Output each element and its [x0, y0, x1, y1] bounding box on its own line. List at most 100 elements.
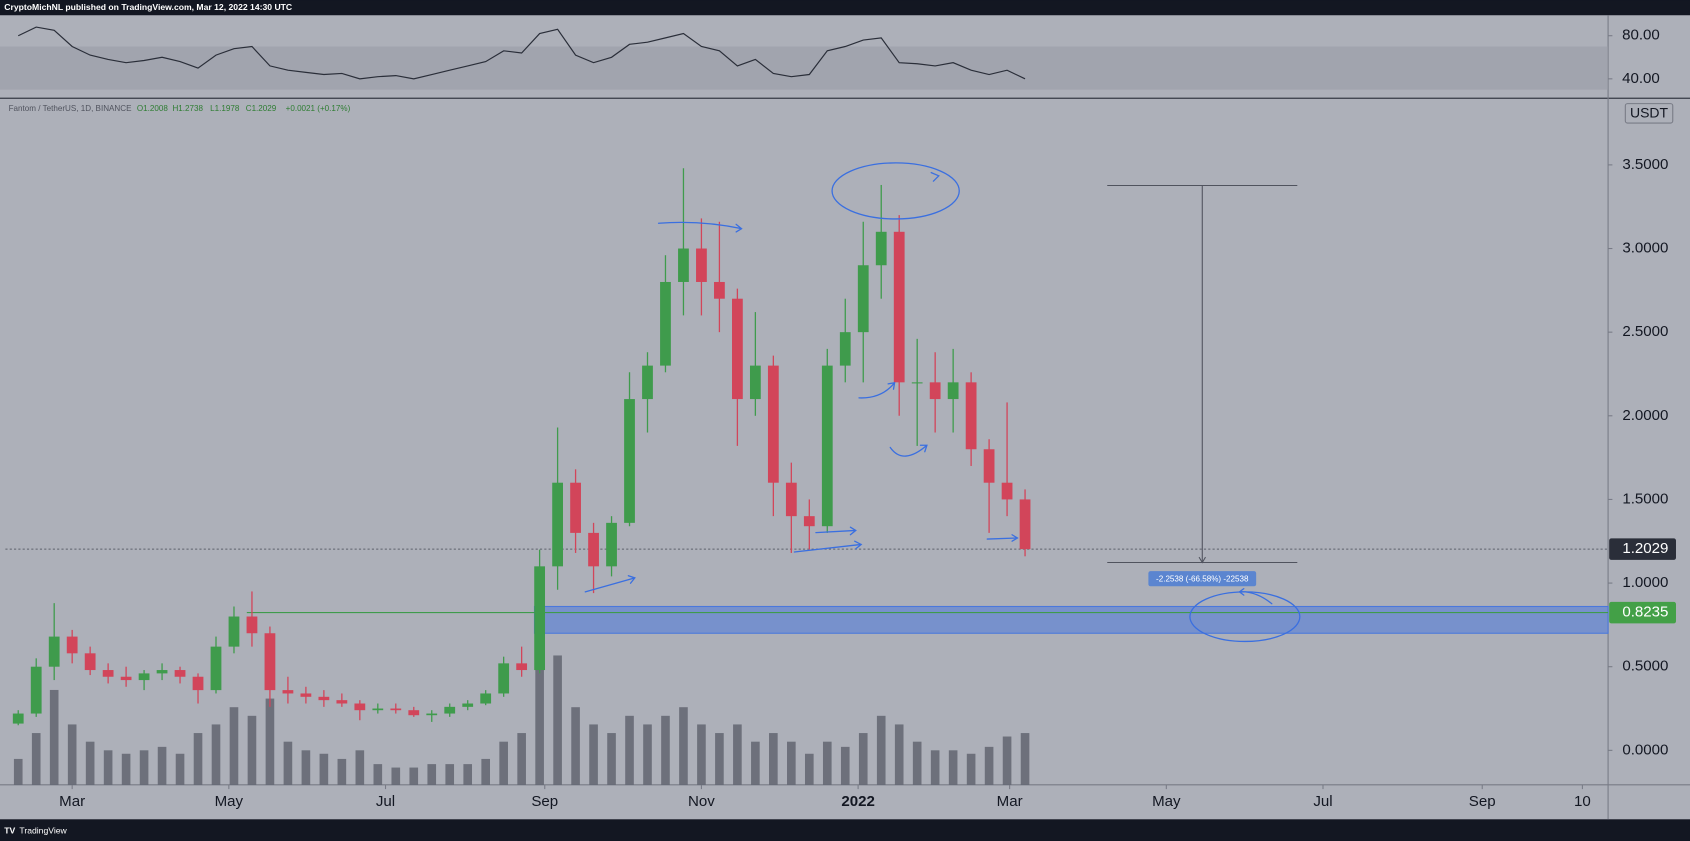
volume-bar [948, 750, 958, 785]
volume-bar [984, 746, 994, 785]
plot-layer: -2.2538 (-66.58%) -22538 1.2029 0.8235 [12, 26, 1676, 726]
candle-body [552, 482, 563, 567]
volume-bar [265, 698, 275, 785]
ohlc-change: +0.0021 (+0.17%) [286, 104, 351, 113]
volume-bar [49, 689, 59, 785]
candle-body [300, 693, 312, 697]
last-price-label: 1.2029 [1622, 540, 1668, 557]
volume-bar [553, 655, 562, 785]
drawing-circle [831, 162, 960, 220]
y-tick-label: 1.5000 [1622, 490, 1668, 507]
volume-bar [103, 750, 113, 785]
candle-body [857, 265, 869, 333]
ohlc-close: C1.2029 [246, 104, 277, 113]
candle-body [749, 365, 761, 400]
volume-bar [840, 746, 850, 785]
candle-body [480, 693, 492, 704]
x-tick-label: Mar [59, 793, 85, 810]
volume-bar [211, 724, 221, 785]
candle-body [498, 663, 510, 694]
volume-bar [715, 733, 724, 785]
support-zone [533, 605, 1609, 634]
candle-body [875, 231, 887, 266]
volume-bar [607, 733, 616, 785]
volume-bar [912, 741, 922, 785]
volume-bar [535, 612, 544, 785]
candle-body [192, 676, 204, 691]
candle-body [821, 365, 833, 527]
candle-body [803, 516, 815, 527]
volume-bar [966, 753, 976, 785]
candle-body [426, 713, 438, 716]
candle-body [30, 666, 42, 714]
candle-body [965, 382, 977, 450]
symbol-title: Fantom / TetherUS, 1D, BINANCE [9, 104, 132, 113]
measure-arrowhead [1198, 556, 1206, 564]
candle-body [714, 281, 725, 299]
y-tick-label: 0.0000 [1622, 741, 1668, 758]
candle-body [606, 522, 617, 567]
x-tick-label: Jul [376, 793, 395, 810]
candle-body [696, 248, 707, 282]
drawing-arrow [986, 534, 1019, 542]
candle-body [444, 706, 456, 714]
candle-body [893, 231, 905, 383]
background-layer: 40.00 80.00 0.0000 0.5000 1.0000 1.5000 2.0000… [0, 27, 1668, 810]
volume-bar [858, 733, 868, 785]
volume-bar [1002, 736, 1012, 785]
chart-background [0, 15, 1690, 820]
volume-bar [787, 741, 796, 785]
y-tick-label: 2.5000 [1622, 323, 1668, 340]
y-tick-label: 0.5000 [1622, 658, 1668, 675]
volume-bar [175, 753, 185, 785]
y-tick-label: 2.0000 [1622, 407, 1668, 424]
drawing-arrowhead [930, 171, 940, 182]
candle-body [785, 482, 797, 517]
candle-body [678, 248, 689, 282]
volume-bar [121, 753, 131, 785]
volume-bar [697, 724, 706, 785]
volume-bar [445, 764, 455, 785]
volume-bar [517, 733, 526, 785]
candle-body [102, 670, 114, 677]
candle-body [839, 332, 851, 366]
volume-bar [751, 741, 760, 785]
last-price-box [1609, 538, 1676, 560]
candle-body [588, 532, 599, 567]
volume-bar [391, 767, 401, 785]
volume-bar [355, 750, 365, 785]
candle-body [660, 281, 671, 366]
volume-bar [67, 724, 77, 785]
candle-body [642, 365, 653, 400]
y-tick-label: 1.0000 [1622, 574, 1668, 591]
candle-body [264, 633, 276, 691]
candle-body [138, 673, 150, 681]
x-tick-label: Jul [1313, 793, 1332, 810]
volume-bar [229, 707, 239, 785]
volume-bar [31, 733, 41, 785]
candle-body [408, 710, 420, 716]
drawing-arrow [584, 575, 636, 593]
candle-body [336, 700, 348, 704]
volume-bar [409, 767, 419, 785]
candle-body [624, 399, 635, 523]
candle-body [390, 708, 402, 711]
volume-bar [157, 746, 167, 785]
drawing-arrow [657, 221, 743, 233]
volume-bar [373, 764, 383, 785]
volume-bar [499, 741, 508, 785]
drawing-arrow [1238, 587, 1273, 605]
candle-body [120, 676, 132, 681]
volume-bar [643, 724, 652, 785]
volume-bar [193, 733, 203, 785]
volume-bar [571, 707, 580, 785]
volume-bar [625, 715, 634, 785]
drawings [584, 162, 1301, 643]
level-price-label: 0.8235 [1622, 604, 1668, 621]
candle-body [947, 382, 959, 400]
volume-bar [337, 758, 347, 785]
ohlc-low: L1.1978 [210, 104, 240, 113]
candle-body [570, 482, 581, 533]
